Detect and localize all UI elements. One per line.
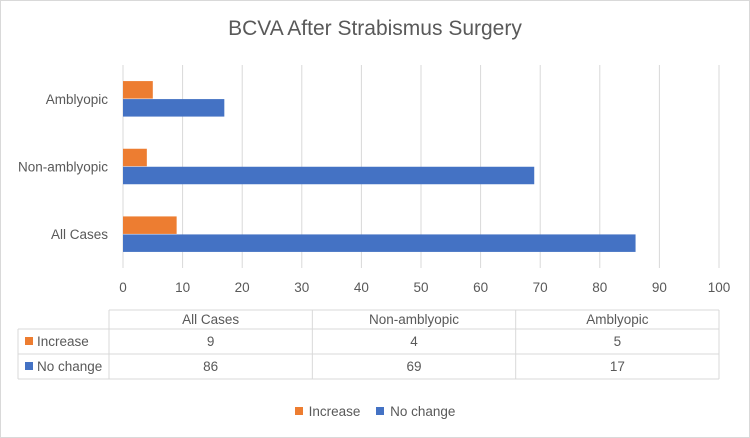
table-header-all-cases: All Cases <box>182 312 239 327</box>
table-swatch-increase <box>25 337 33 345</box>
legend-label-increase: Increase <box>308 403 361 419</box>
bar-increase-amblyopic <box>123 81 153 99</box>
bar-no-change-amblyopic <box>123 99 225 117</box>
category-label-all-cases: All Cases <box>51 227 108 242</box>
x-tick-label-20: 20 <box>235 280 250 295</box>
legend-swatch-no-change <box>376 407 385 415</box>
table-cell-increase-non-amblyopic: 4 <box>410 334 418 349</box>
legend-swatch-increase <box>294 407 303 415</box>
x-tick-label-50: 50 <box>413 280 428 295</box>
chart-legend: Increase No change <box>0 403 750 419</box>
bar-no-change-non-amblyopic <box>123 166 535 185</box>
x-tick-label-70: 70 <box>533 280 548 295</box>
table-header-amblyopic: Amblyopic <box>586 312 649 327</box>
bar-increase-non-amblyopic <box>123 148 147 167</box>
table-header-non-amblyopic: Non-amblyopic <box>369 312 459 327</box>
table-row-label-increase: Increase <box>37 334 89 349</box>
bar-increase-all-cases <box>123 216 177 234</box>
legend-item-no-change: No change <box>376 404 455 419</box>
bar-no-change-all-cases <box>123 234 636 252</box>
legend-item-increase: Increase <box>294 403 361 419</box>
chart-title: BCVA After Strabismus Surgery <box>228 17 522 40</box>
legend-label-no-change: No change <box>390 403 456 419</box>
x-tick-label-40: 40 <box>354 280 369 295</box>
table-row-label-no-change: No change <box>37 359 102 374</box>
x-tick-label-80: 80 <box>592 280 607 295</box>
table-cell-no-change-amblyopic: 17 <box>610 359 625 374</box>
x-tick-label-60: 60 <box>473 280 488 295</box>
table-cell-no-change-all-cases: 86 <box>203 359 218 374</box>
x-tick-label-100: 100 <box>708 280 731 295</box>
x-tick-label-30: 30 <box>294 280 309 295</box>
table-cell-increase-all-cases: 9 <box>207 334 215 349</box>
table-cell-no-change-non-amblyopic: 69 <box>406 359 421 374</box>
x-tick-label-0: 0 <box>119 280 127 295</box>
x-tick-label-90: 90 <box>652 280 667 295</box>
category-label-non-amblyopic: Non-amblyopic <box>18 160 108 175</box>
x-tick-label-10: 10 <box>175 280 190 295</box>
table-cell-increase-amblyopic: 5 <box>614 334 622 349</box>
category-label-amblyopic: Amblyopic <box>46 92 109 107</box>
table-swatch-no-change <box>25 362 33 370</box>
